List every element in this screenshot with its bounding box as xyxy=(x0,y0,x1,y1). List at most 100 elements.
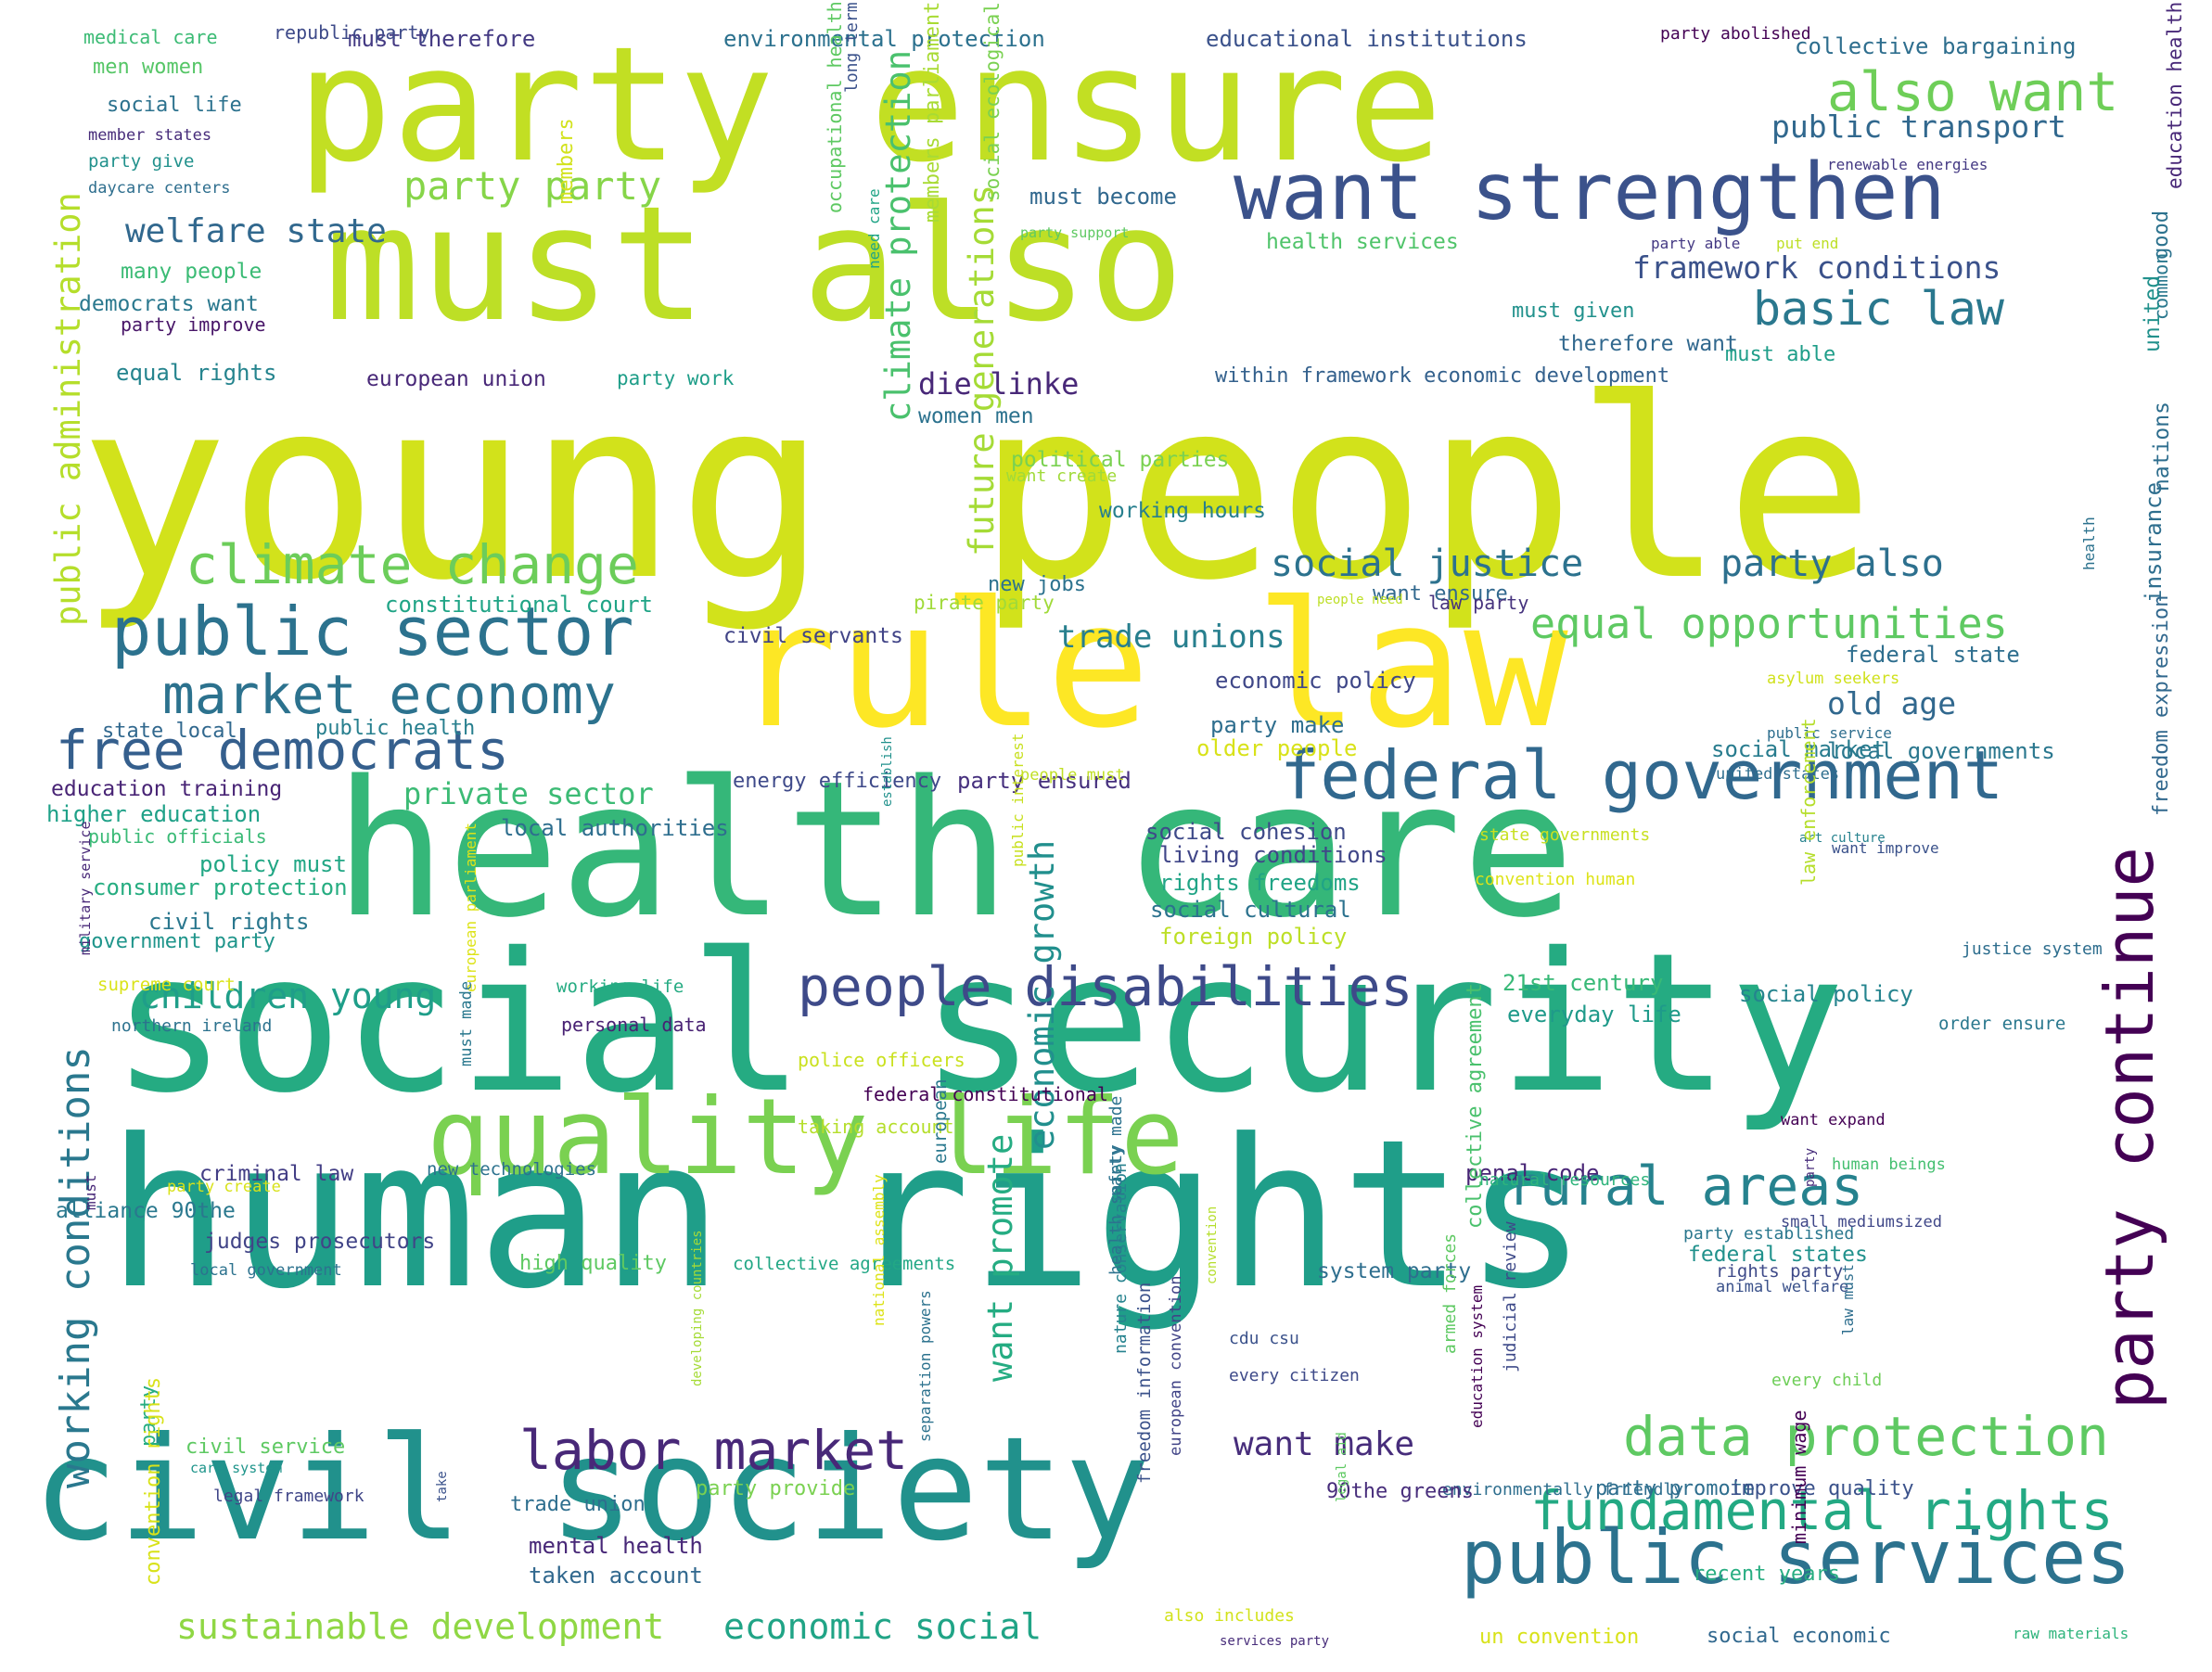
cloud-word: 90the greens xyxy=(1326,1480,1474,1503)
cloud-word: party abolished xyxy=(1660,24,1811,44)
cloud-word: public service xyxy=(1767,724,1892,742)
cloud-word: social market xyxy=(1711,736,1886,762)
cloud-word: social security xyxy=(111,912,1846,1135)
cloud-word: must therefore xyxy=(348,26,536,52)
cloud-word: working hours xyxy=(1099,499,1267,523)
cloud-word: social justice xyxy=(1271,542,1584,585)
cloud-word: public interest xyxy=(1009,733,1027,868)
cloud-word: party established xyxy=(1683,1224,1855,1244)
cloud-word: federal constitutional xyxy=(863,1083,1108,1105)
cloud-word: government party xyxy=(79,930,275,953)
cloud-word: also want xyxy=(1827,60,2119,123)
cloud-word: european xyxy=(930,1079,951,1164)
cloud-word: members parliament xyxy=(921,2,944,223)
cloud-word: must xyxy=(82,1174,99,1210)
cloud-word: children young xyxy=(139,976,437,1016)
cloud-word: new technologies xyxy=(427,1159,597,1180)
cloud-word: establish xyxy=(880,736,895,807)
cloud-word: party xyxy=(1803,1147,1818,1187)
cloud-word: justice system xyxy=(1962,939,2103,959)
cloud-word: united xyxy=(2141,274,2165,352)
cloud-word: supreme court xyxy=(97,975,236,995)
cloud-word: taken account xyxy=(529,1563,703,1589)
cloud-word: within framework economic development xyxy=(1215,364,1670,388)
cloud-word: law enforcement xyxy=(1797,718,1820,886)
cloud-word: insurance xyxy=(2141,481,2167,603)
cloud-word: framework conditions xyxy=(1632,249,2001,286)
cloud-word: state governments xyxy=(1479,825,1651,845)
cloud-word: environmental protection xyxy=(723,26,1045,52)
cloud-word: people need xyxy=(1317,593,1403,607)
cloud-word: police officers xyxy=(798,1049,965,1071)
cloud-word: convention rights xyxy=(142,1376,165,1586)
cloud-word: local governments xyxy=(1827,738,2055,764)
cloud-word: civil service xyxy=(185,1436,346,1459)
cloud-word: occupational health xyxy=(824,1,846,213)
cloud-word: mental health xyxy=(529,1533,703,1559)
cloud-word: judges prosecutors xyxy=(204,1230,436,1254)
cloud-word: want promote xyxy=(980,1133,1020,1382)
cloud-word: recent years xyxy=(1693,1563,1840,1586)
cloud-word: party ensure xyxy=(297,13,1443,198)
cloud-word: trade union xyxy=(510,1493,646,1516)
cloud-word: penal code xyxy=(1465,1160,1600,1186)
cloud-word: law must xyxy=(1839,1263,1857,1335)
cloud-word: environmentally friendly xyxy=(1442,1480,1684,1500)
cloud-word: must also xyxy=(325,172,1184,357)
cloud-word: public sector xyxy=(111,593,634,670)
cloud-word: data protection xyxy=(1623,1405,2109,1468)
cloud-word: public administration xyxy=(48,192,88,626)
cloud-word: system party xyxy=(1317,1259,1472,1283)
cloud-word: party improve xyxy=(121,313,266,336)
cloud-word: men women xyxy=(93,56,204,79)
cloud-word: climate change xyxy=(185,533,639,596)
cloud-word: public officials xyxy=(88,825,267,848)
cloud-word: need care xyxy=(865,188,883,269)
cloud-word: separation powers xyxy=(916,1290,934,1442)
cloud-word: democrats want xyxy=(79,292,259,316)
cloud-word: long term xyxy=(842,2,862,93)
cloud-word: living conditions xyxy=(1159,842,1387,868)
cloud-word: animal welfare xyxy=(1716,1278,1849,1296)
cloud-word: european convention xyxy=(1167,1275,1185,1456)
cloud-word: public transport xyxy=(1771,108,2066,145)
cloud-word: social life xyxy=(107,94,242,117)
cloud-word: party party xyxy=(403,163,662,209)
cloud-word: northern ireland xyxy=(111,1016,273,1036)
cloud-word: foreign policy xyxy=(1159,924,1348,950)
cloud-word: 21st century xyxy=(1502,970,1664,996)
cloud-word: many people xyxy=(121,260,262,284)
cloud-word: services party xyxy=(1220,1634,1330,1649)
cloud-word: european parliament xyxy=(462,822,479,992)
cloud-word: energy efficiency xyxy=(733,770,942,793)
cloud-word: want improve xyxy=(1832,839,1939,857)
cloud-word: older people xyxy=(1196,735,1358,761)
cloud-word: improve quality xyxy=(1730,1477,1914,1500)
cloud-word: federal government xyxy=(1280,736,2004,814)
cloud-word: freedom information xyxy=(1134,1282,1155,1484)
cloud-word: educational institutions xyxy=(1206,26,1528,52)
cloud-word: people must xyxy=(1020,766,1125,785)
cloud-word: convention xyxy=(1205,1206,1220,1284)
cloud-word: freedom expression xyxy=(2150,594,2173,816)
cloud-word: armed forces xyxy=(1440,1232,1460,1354)
cloud-word: high quality xyxy=(519,1252,667,1275)
cloud-word: fundamental rights xyxy=(1530,1479,2114,1542)
cloud-word: local authorities xyxy=(501,815,729,841)
cloud-word: party able xyxy=(1651,235,1741,252)
cloud-word: die linke xyxy=(918,366,1080,402)
cloud-word: national assembly xyxy=(870,1174,888,1326)
cloud-word: pirate party xyxy=(914,592,1055,614)
cloud-word: political parties xyxy=(1011,448,1230,472)
cloud-word: developing countries xyxy=(690,1230,705,1386)
cloud-word: convention human xyxy=(1475,870,1636,889)
cloud-word: rural areas xyxy=(1507,1155,1864,1218)
cloud-word: party also xyxy=(1720,542,1944,585)
cloud-word: education system xyxy=(1468,1284,1486,1428)
cloud-word: un convention xyxy=(1479,1626,1640,1649)
cloud-word: personal data xyxy=(561,1014,707,1036)
cloud-word: civil rights xyxy=(148,909,310,935)
cloud-word: order ensure xyxy=(1938,1014,2066,1034)
cloud-word: party create xyxy=(167,1178,281,1196)
